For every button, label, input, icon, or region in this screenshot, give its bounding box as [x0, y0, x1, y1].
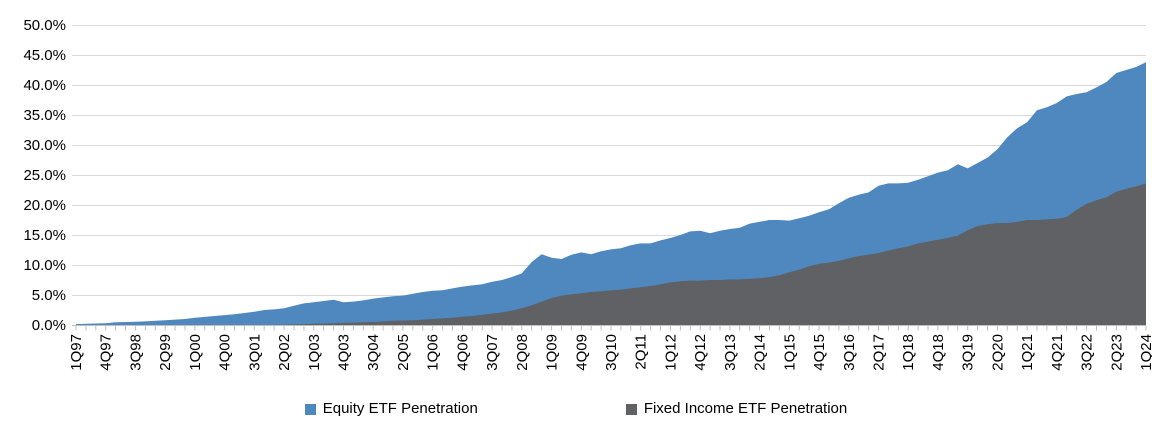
x-axis-label: 3Q19: [960, 334, 977, 371]
y-axis-label: 10.0%: [23, 257, 66, 274]
y-axis-label: 50.0%: [23, 17, 66, 34]
x-axis-label: 3Q22: [1079, 334, 1096, 371]
y-axis-label: 0.0%: [32, 317, 66, 334]
x-axis-label: 1Q15: [781, 334, 798, 371]
x-axis-label: 2Q20: [989, 334, 1006, 371]
x-axis-label: 4Q15: [811, 334, 828, 371]
y-axis-label: 25.0%: [23, 167, 66, 184]
x-axis-label: 4Q21: [1049, 334, 1066, 371]
y-axis-label: 15.0%: [23, 227, 66, 244]
area-fixed-income: [76, 183, 1146, 325]
x-axis-label: 4Q12: [692, 334, 709, 371]
x-axis-label: 1Q18: [900, 334, 917, 371]
x-axis-label: 3Q01: [246, 334, 263, 371]
x-axis-label: 2Q05: [395, 334, 412, 371]
legend-label-equity: Equity ETF Penetration: [322, 400, 478, 417]
x-axis-label: 1Q12: [662, 334, 679, 371]
x-axis-label: 3Q10: [603, 334, 620, 371]
x-axis-label: 3Q98: [127, 334, 144, 371]
y-axis-label: 5.0%: [32, 287, 66, 304]
x-axis-label: 3Q04: [365, 334, 382, 371]
x-axis-label: 1Q00: [187, 334, 204, 371]
x-axis-label: 2Q99: [157, 334, 174, 371]
x-axis-label: 1Q03: [306, 334, 323, 371]
x-axis-label: 3Q16: [841, 334, 858, 371]
x-axis-label: 2Q08: [514, 334, 531, 371]
y-axis-label: 30.0%: [23, 137, 66, 154]
x-axis-label: 1Q24: [1138, 334, 1152, 371]
legend-label-fixed-income: Fixed Income ETF Penetration: [643, 400, 848, 417]
y-axis-label: 20.0%: [23, 197, 66, 214]
y-axis-label: 45.0%: [23, 47, 66, 64]
x-axis-label: 4Q18: [930, 334, 947, 371]
x-axis-label: 3Q07: [484, 334, 501, 371]
x-axis-label: 4Q03: [336, 334, 353, 371]
chart-legend: Equity ETF Penetration Fixed Income ETF …: [0, 400, 1152, 418]
x-axis-label: 2Q11: [633, 334, 650, 370]
x-axis-label: 2Q02: [276, 334, 293, 371]
legend-item-fixed-income: Fixed Income ETF Penetration: [625, 400, 848, 418]
x-axis-label: 1Q97: [68, 334, 85, 371]
legend-swatch-fixed-income-icon: [625, 403, 637, 415]
x-axis-label: 1Q09: [544, 334, 561, 371]
x-axis-label: 2Q17: [871, 334, 888, 371]
y-axis-label: 35.0%: [23, 107, 66, 124]
x-axis-label: 2Q23: [1108, 334, 1125, 371]
x-axis-label: 1Q21: [1019, 334, 1036, 371]
area-chart-svg: 0.0% 5.0% 10.0% 15.0% 20.0% 25.0% 30.0% 35.0% 40…: [23, 17, 1152, 371]
x-axis-label: 4Q00: [217, 334, 234, 371]
legend-swatch-equity-icon: [304, 403, 316, 415]
x-axis-label: 4Q06: [454, 334, 471, 371]
legend-item-equity: Equity ETF Penetration: [304, 400, 478, 418]
x-axis-label: 4Q97: [98, 334, 115, 371]
x-axis-label: 2Q14: [752, 334, 769, 371]
x-axis-label: 4Q09: [573, 334, 590, 371]
area-chart-plot: 0.0% 5.0% 10.0% 15.0% 20.0% 25.0% 30.0% 35.0% 40…: [23, 17, 1152, 371]
x-axis-label: 3Q13: [722, 334, 739, 371]
x-axis-label: 1Q06: [425, 334, 442, 371]
y-axis-label: 40.0%: [23, 77, 66, 94]
